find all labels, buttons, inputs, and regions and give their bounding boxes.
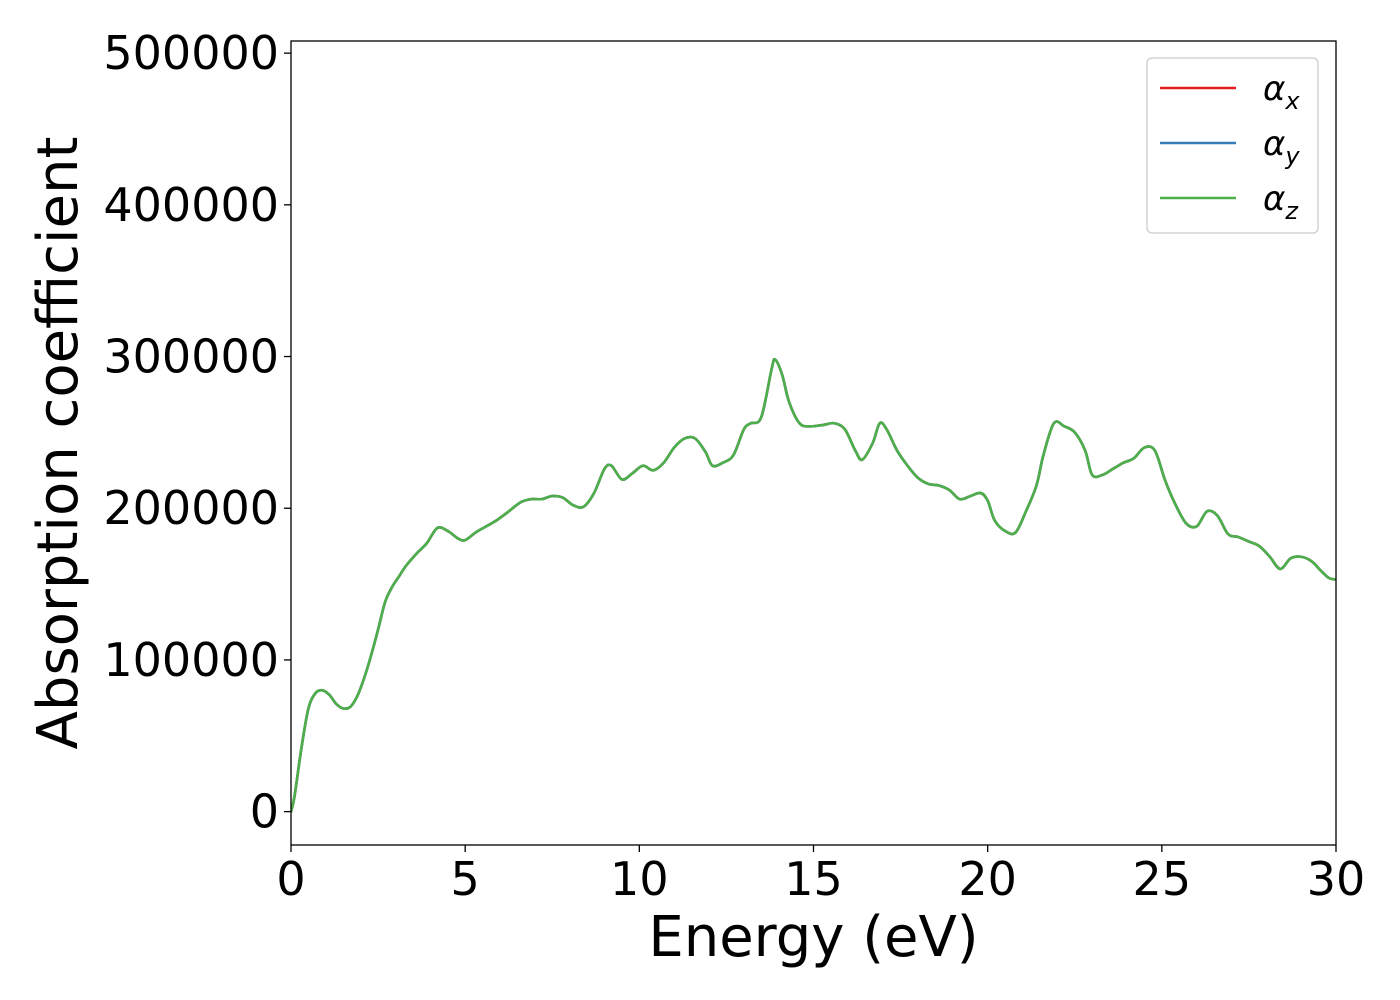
x-tick-label: 0 xyxy=(276,852,305,906)
y-tick-label: 0 xyxy=(250,785,279,839)
legend-box xyxy=(1146,57,1319,234)
x-tick-label: 25 xyxy=(1133,852,1192,906)
x-tick-label: 15 xyxy=(784,852,843,906)
x-tick-label: 5 xyxy=(451,852,480,906)
x-tick-label: 10 xyxy=(610,852,669,906)
legend-entries: αx αy αz xyxy=(1160,69,1300,225)
series-line-z xyxy=(291,357,1336,813)
x-axis-ticks: 0 5 10 15 20 25 30 xyxy=(276,845,1365,906)
y-tick-label: 400000 xyxy=(103,178,279,232)
y-tick-label: 300000 xyxy=(103,330,279,384)
legend-label-x: αx xyxy=(1263,69,1300,115)
y-axis-title: Absorption coefficient xyxy=(26,137,91,750)
y-axis-ticks: 0 100000 200000 300000 400000 500000 xyxy=(103,26,291,839)
x-tick-label: 20 xyxy=(958,852,1017,906)
y-tick-label: 200000 xyxy=(103,481,279,535)
x-axis-title: Energy (eV) xyxy=(648,905,978,970)
legend-label-y: αy xyxy=(1263,124,1300,170)
x-tick-label: 30 xyxy=(1307,852,1366,906)
legend: αx αy αz xyxy=(1146,57,1319,234)
plot-series-group xyxy=(291,357,1336,813)
y-tick-label: 500000 xyxy=(103,26,279,80)
legend-label-z: αz xyxy=(1263,179,1299,225)
y-tick-label: 100000 xyxy=(103,633,279,687)
